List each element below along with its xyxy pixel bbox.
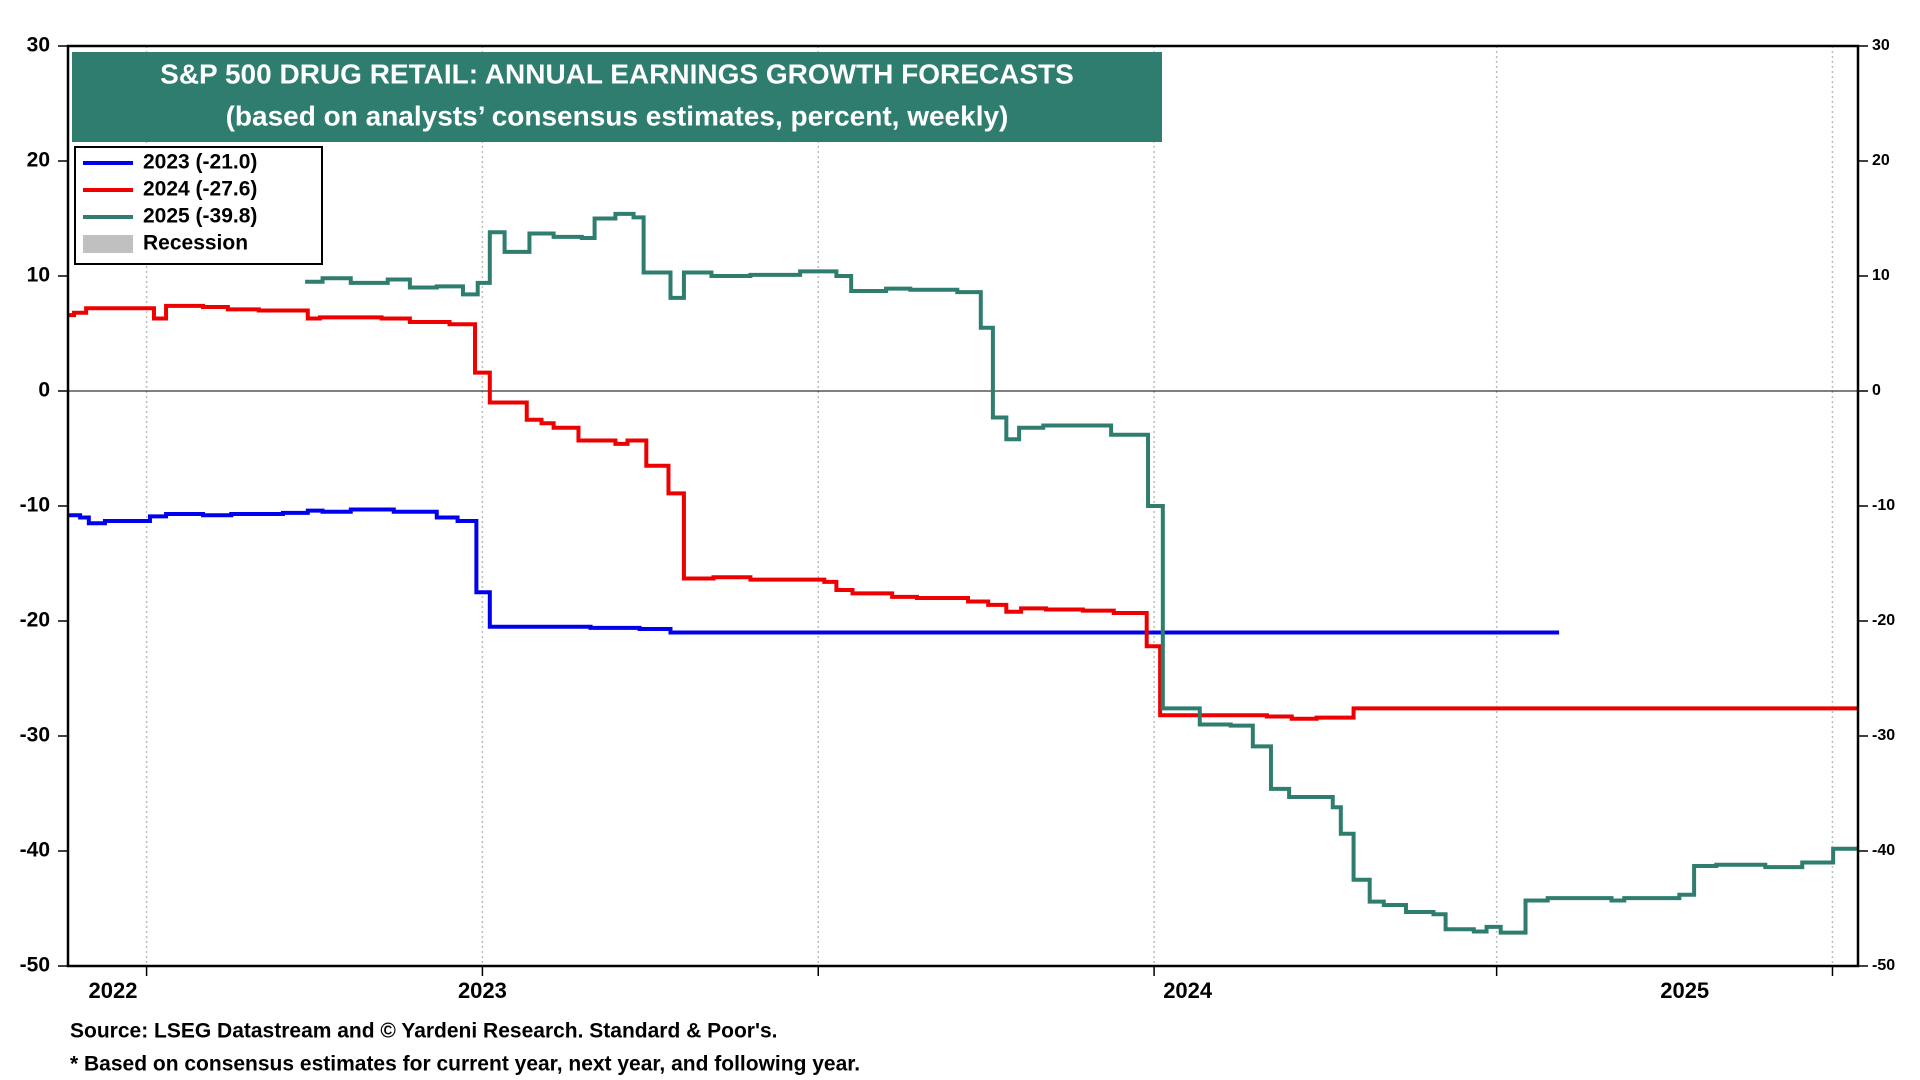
y2-tick-label: 0 xyxy=(1872,382,1881,399)
y-tick-label: 0 xyxy=(38,379,50,402)
y2-tick-label: -40 xyxy=(1872,842,1895,859)
y-tick-label: -30 xyxy=(20,724,50,747)
title-box xyxy=(72,52,1162,142)
legend-label: Recession xyxy=(143,232,248,255)
x-tick-label: 2025 xyxy=(1660,978,1709,1003)
footnote: * Based on consensus estimates for curre… xyxy=(70,1053,860,1076)
y2-tick-label: -20 xyxy=(1872,612,1895,629)
y2-tick-label: -10 xyxy=(1872,497,1895,514)
y2-tick-label: -50 xyxy=(1872,957,1895,974)
x-tick-label: 2023 xyxy=(458,978,507,1003)
series-line xyxy=(68,507,1560,635)
legend-label: 2023 (-21.0) xyxy=(143,151,257,174)
legend-swatch xyxy=(83,235,133,253)
y2-tick-label: 10 xyxy=(1872,267,1890,284)
source-note: Source: LSEG Datastream and © Yardeni Re… xyxy=(70,1020,777,1043)
chart-title: S&P 500 DRUG RETAIL: ANNUAL EARNINGS GRO… xyxy=(160,58,1074,89)
y-tick-label: 20 xyxy=(27,149,50,172)
y-tick-label: -20 xyxy=(20,609,50,632)
y-tick-label: 30 xyxy=(27,34,50,57)
y2-tick-label: 20 xyxy=(1872,152,1890,169)
x-tick-label: 2024 xyxy=(1163,978,1213,1003)
y-tick-label: -10 xyxy=(20,494,50,517)
y-tick-label: -40 xyxy=(20,839,50,862)
legend-label: 2025 (-39.8) xyxy=(143,205,257,228)
series-line xyxy=(68,303,1858,721)
plot-frame xyxy=(66,44,1860,968)
series-line xyxy=(305,211,1858,935)
y-tick-label: 10 xyxy=(27,264,50,287)
y-tick-label: -50 xyxy=(20,954,50,977)
legend-label: 2024 (-27.6) xyxy=(143,178,257,201)
y2-tick-label: -30 xyxy=(1872,727,1895,744)
x-tick-label: 2022 xyxy=(89,978,138,1003)
y2-tick-label: 30 xyxy=(1872,37,1890,54)
chart-subtitle: (based on analysts’ consensus estimates,… xyxy=(226,100,1009,131)
